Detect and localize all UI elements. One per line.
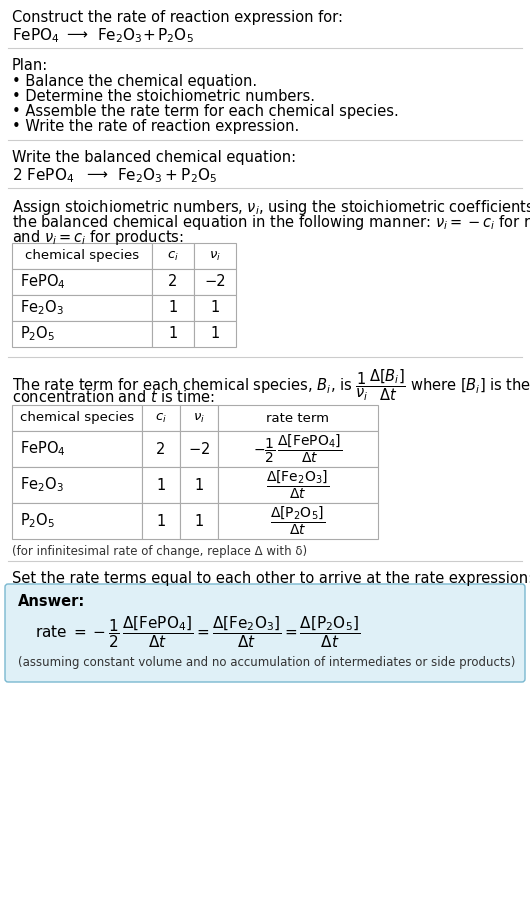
Bar <box>142 503 180 539</box>
Text: 1: 1 <box>195 478 204 492</box>
Text: $c_i$: $c_i$ <box>167 249 179 263</box>
Text: $\nu_i$: $\nu_i$ <box>193 411 205 425</box>
Text: $\mathregular{Fe_2O_3}$: $\mathregular{Fe_2O_3}$ <box>20 476 64 494</box>
Text: 1: 1 <box>156 513 165 529</box>
Text: $\dfrac{\Delta[\mathregular{Fe_2O_3}]}{\Delta t}$: $\dfrac{\Delta[\mathregular{Fe_2O_3}]}{\… <box>267 469 330 501</box>
Text: 1: 1 <box>169 327 178 341</box>
Text: • Write the rate of reaction expression.: • Write the rate of reaction expression. <box>12 119 299 134</box>
Bar <box>12 405 142 431</box>
Bar <box>152 243 194 269</box>
Text: $\mathregular{2\ FePO_4}$: $\mathregular{2\ FePO_4}$ <box>12 166 74 185</box>
Text: 1: 1 <box>156 478 165 492</box>
FancyBboxPatch shape <box>5 584 525 682</box>
Bar <box>218 467 378 503</box>
Bar <box>152 295 194 321</box>
Text: the balanced chemical equation in the following manner: $\nu_i = -c_i$ for react: the balanced chemical equation in the fo… <box>12 213 530 232</box>
Text: • Determine the stoichiometric numbers.: • Determine the stoichiometric numbers. <box>12 89 315 104</box>
Text: $\mathregular{Fe_2O_3}$: $\mathregular{Fe_2O_3}$ <box>97 26 143 45</box>
Text: $\mathregular{+\,P_2O_5}$: $\mathregular{+\,P_2O_5}$ <box>142 26 194 45</box>
Bar <box>180 405 218 431</box>
Text: Answer:: Answer: <box>18 594 85 609</box>
Bar <box>12 467 142 503</box>
Bar <box>12 243 152 269</box>
Bar <box>142 467 180 503</box>
Text: $\mathregular{P_2O_5}$: $\mathregular{P_2O_5}$ <box>20 325 55 343</box>
Text: $\mathregular{Fe_2O_3}$: $\mathregular{Fe_2O_3}$ <box>20 298 64 318</box>
Bar <box>180 431 218 467</box>
Text: 2: 2 <box>156 441 166 457</box>
Text: Assign stoichiometric numbers, $\nu_i$, using the stoichiometric coefficients, $: Assign stoichiometric numbers, $\nu_i$, … <box>12 198 530 217</box>
Text: $\mathregular{Fe_2O_3 + P_2O_5}$: $\mathregular{Fe_2O_3 + P_2O_5}$ <box>117 166 217 185</box>
Bar <box>152 321 194 347</box>
Text: 1: 1 <box>195 513 204 529</box>
Text: rate term: rate term <box>267 411 330 424</box>
Text: $\longrightarrow$: $\longrightarrow$ <box>84 166 109 181</box>
Bar <box>12 321 152 347</box>
Text: $\nu_i$: $\nu_i$ <box>209 249 221 263</box>
Bar <box>12 503 142 539</box>
Bar <box>218 431 378 467</box>
Bar <box>12 431 142 467</box>
Bar <box>194 321 236 347</box>
Text: and $\nu_i = c_i$ for products:: and $\nu_i = c_i$ for products: <box>12 228 184 247</box>
Bar <box>194 295 236 321</box>
Text: • Assemble the rate term for each chemical species.: • Assemble the rate term for each chemic… <box>12 104 399 119</box>
Text: chemical species: chemical species <box>25 249 139 262</box>
Text: $\longrightarrow$: $\longrightarrow$ <box>64 26 89 41</box>
Text: $\mathregular{P_2O_5}$: $\mathregular{P_2O_5}$ <box>20 511 55 531</box>
Text: • Balance the chemical equation.: • Balance the chemical equation. <box>12 74 257 89</box>
Bar <box>142 405 180 431</box>
Text: 1: 1 <box>169 300 178 316</box>
Text: Set the rate terms equal to each other to arrive at the rate expression:: Set the rate terms equal to each other t… <box>12 571 530 586</box>
Text: Plan:: Plan: <box>12 58 48 73</box>
Text: (assuming constant volume and no accumulation of intermediates or side products): (assuming constant volume and no accumul… <box>18 656 515 669</box>
Text: Write the balanced chemical equation:: Write the balanced chemical equation: <box>12 150 296 165</box>
Bar <box>12 269 152 295</box>
Bar <box>142 431 180 467</box>
Text: $\mathregular{FePO_4}$: $\mathregular{FePO_4}$ <box>20 440 66 459</box>
Bar <box>218 503 378 539</box>
Bar <box>218 405 378 431</box>
Text: concentration and $t$ is time:: concentration and $t$ is time: <box>12 389 215 405</box>
Bar <box>180 503 218 539</box>
Text: $\mathregular{FePO_4}$: $\mathregular{FePO_4}$ <box>20 273 66 291</box>
Text: rate $= -\dfrac{1}{2}\,\dfrac{\Delta[\mathregular{FePO_4}]}{\Delta t} = \dfrac{\: rate $= -\dfrac{1}{2}\,\dfrac{\Delta[\ma… <box>35 614 360 650</box>
Bar <box>12 295 152 321</box>
Text: 1: 1 <box>210 300 219 316</box>
Text: 1: 1 <box>210 327 219 341</box>
Text: $\dfrac{\Delta[\mathregular{P_2O_5}]}{\Delta t}$: $\dfrac{\Delta[\mathregular{P_2O_5}]}{\D… <box>270 505 325 537</box>
Text: $\mathregular{FePO_4}$: $\mathregular{FePO_4}$ <box>12 26 59 45</box>
Bar <box>180 467 218 503</box>
Bar <box>194 269 236 295</box>
Text: chemical species: chemical species <box>20 411 134 424</box>
Bar <box>194 243 236 269</box>
Text: $-2$: $-2$ <box>188 441 210 457</box>
Text: 2: 2 <box>169 275 178 289</box>
Text: $-\dfrac{1}{2}\,\dfrac{\Delta[\mathregular{FePO_4}]}{\Delta t}$: $-\dfrac{1}{2}\,\dfrac{\Delta[\mathregul… <box>253 433 342 465</box>
Bar <box>152 269 194 295</box>
Text: −2: −2 <box>204 275 226 289</box>
Text: The rate term for each chemical species, $B_i$, is $\dfrac{1}{\nu_i}\dfrac{\Delt: The rate term for each chemical species,… <box>12 367 530 402</box>
Text: $c_i$: $c_i$ <box>155 411 167 425</box>
Text: (for infinitesimal rate of change, replace Δ with δ): (for infinitesimal rate of change, repla… <box>12 545 307 558</box>
Text: Construct the rate of reaction expression for:: Construct the rate of reaction expressio… <box>12 10 343 25</box>
